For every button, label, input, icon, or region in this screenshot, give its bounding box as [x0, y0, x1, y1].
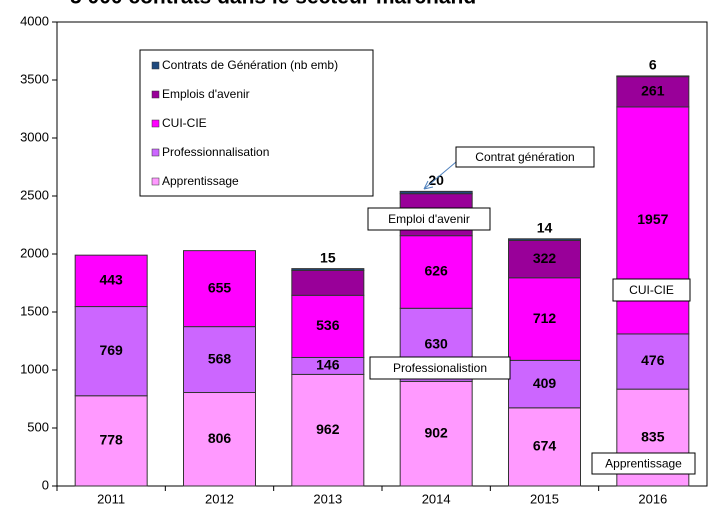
- data-label: 146: [316, 357, 340, 373]
- x-tick-label: 2015: [530, 491, 559, 506]
- legend-swatch: [151, 90, 160, 99]
- y-tick-label: 1500: [20, 303, 49, 318]
- bar-segment: [616, 333, 690, 390]
- annotation: Professionalistion: [393, 361, 487, 375]
- data-label: 536: [316, 317, 340, 333]
- data-label: 261: [641, 82, 665, 98]
- y-tick-label: 4000: [20, 13, 49, 28]
- data-label: 655: [208, 279, 232, 295]
- bar-segment: [183, 250, 256, 328]
- legend-label: CUI-CIE: [162, 116, 207, 130]
- legend-label: Emplois d'avenir: [162, 87, 250, 101]
- annotation: Apprentissage: [605, 457, 682, 471]
- data-label: 712: [533, 310, 557, 326]
- data-label: 835: [641, 428, 665, 444]
- bar-segment: [508, 359, 581, 409]
- bar-segment: [399, 190, 473, 195]
- data-label: 568: [208, 350, 232, 366]
- x-tick-label: 2011: [97, 491, 125, 506]
- data-label: 769: [99, 342, 123, 358]
- legend-label: Apprentissage: [162, 174, 239, 188]
- data-label: 6: [649, 57, 657, 73]
- legend-swatch: [151, 148, 160, 157]
- bar-segment: [291, 268, 365, 271]
- chart-title: 5 000 contrats dans le secteur marchand: [70, 0, 476, 9]
- data-label: 962: [316, 421, 340, 437]
- bar-segment: [74, 395, 148, 487]
- y-tick-label: 2000: [20, 245, 49, 260]
- annotation-box: [591, 452, 696, 475]
- data-label: 476: [641, 352, 665, 368]
- bar-segment: [291, 269, 365, 296]
- legend-swatch: [151, 177, 160, 186]
- data-label: 443: [99, 272, 123, 288]
- annotation: Contrat génération: [475, 150, 574, 164]
- x-tick-label: 2013: [313, 491, 342, 506]
- annotation-arrow-head: [423, 180, 434, 190]
- bar-segment: [508, 277, 581, 361]
- annotation-box: [612, 278, 691, 302]
- bar-segment: [183, 392, 256, 487]
- data-label: 409: [533, 375, 557, 391]
- data-label: 1957: [637, 211, 668, 227]
- x-tick-label: 2016: [638, 491, 667, 506]
- x-tick-label: 2012: [205, 491, 234, 506]
- legend-swatch: [151, 119, 160, 128]
- legend-box: [139, 49, 374, 197]
- y-tick-label: 500: [27, 419, 49, 434]
- bar-segment: [616, 76, 690, 108]
- bar-segment: [508, 238, 581, 241]
- bar-segment: [74, 306, 148, 397]
- legend-label: Contrats de Génération (nb emb): [162, 58, 338, 72]
- annotation-box: [455, 146, 595, 168]
- bar-segment: [616, 75, 690, 78]
- data-label: 630: [424, 336, 448, 352]
- data-label: 778: [99, 432, 123, 448]
- bar-segment: [74, 254, 148, 308]
- legend-label: Professionnalisation: [162, 145, 269, 159]
- data-label: 674: [533, 438, 557, 454]
- annotation: CUI-CIE: [629, 283, 674, 297]
- annotation-arrow: [423, 161, 457, 190]
- bar-segment: [399, 235, 473, 309]
- data-label: 322: [533, 250, 557, 266]
- data-label: 806: [208, 430, 232, 446]
- data-label: 626: [424, 263, 448, 279]
- legend-swatch: [151, 61, 160, 70]
- bar-segment: [291, 373, 365, 487]
- y-tick-label: 2500: [20, 187, 49, 202]
- data-label: 15: [320, 249, 336, 265]
- bar-segment: [399, 380, 473, 487]
- data-label: 20: [428, 172, 444, 188]
- y-tick-label: 3500: [20, 71, 49, 86]
- annotation-box: [367, 207, 491, 231]
- bar-segment: [508, 407, 581, 487]
- y-tick-label: 1000: [20, 361, 49, 376]
- data-label: 14: [537, 220, 553, 236]
- y-tick-label: 0: [42, 477, 49, 492]
- y-tick-label: 3000: [20, 129, 49, 144]
- annotation-box: [369, 356, 511, 380]
- annotation: Emploi d'avenir: [388, 212, 470, 226]
- x-tick-label: 2014: [422, 491, 451, 506]
- data-label: 902: [424, 424, 448, 440]
